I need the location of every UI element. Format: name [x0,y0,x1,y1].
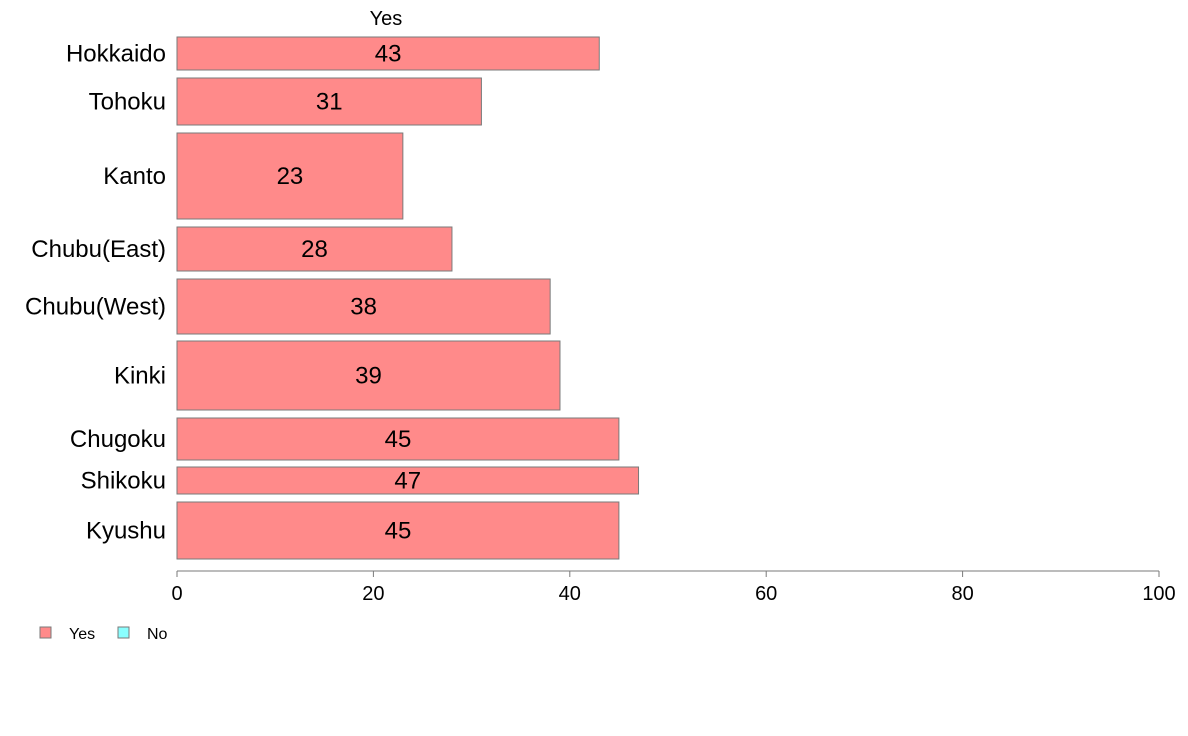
legend-label: Yes [69,626,95,643]
bar-value-label: 45 [385,426,412,453]
bar-value-label: 28 [301,236,328,263]
x-tick-label: 80 [951,583,973,605]
bar-value-label: 47 [394,468,421,495]
x-axis: 0 20 40 60 80 100 [171,570,1176,605]
legend-swatch [39,626,52,639]
bar-value-label: 39 [355,363,382,390]
bars-group [176,36,640,560]
bar-value-label: 45 [385,518,412,545]
bar [176,226,453,272]
x-tick-label: 0 [171,583,182,605]
bar-value-label: 38 [350,294,377,321]
bar [176,36,600,71]
bar-value-label: 23 [277,163,304,190]
x-tick-label: 100 [1142,583,1175,605]
x-tick-label: 40 [559,583,581,605]
category-label: Chugoku [70,426,166,453]
bar [176,501,620,560]
bar [176,466,640,495]
category-label: Chubu(West) [25,294,166,321]
category-label: Kyushu [86,518,166,545]
value-labels: 43 31 23 28 38 39 45 47 45 [277,41,422,545]
bar [176,340,561,411]
bar-value-label: 31 [316,89,343,116]
legend-label: No [147,626,168,643]
category-label: Tohoku [89,89,166,116]
bar [176,77,482,126]
chart-top-label: Yes [370,8,403,30]
x-tick-label: 60 [755,583,777,605]
bar [176,417,620,461]
bar [176,278,551,335]
category-label: Chubu(East) [31,236,166,263]
category-label: Kinki [114,363,166,390]
legend: Yes No [39,626,168,643]
bar-value-label: 43 [375,41,402,68]
x-tick-label: 20 [362,583,384,605]
category-label: Hokkaido [66,41,166,68]
category-label: Kanto [103,163,166,190]
category-label: Shikoku [81,468,166,495]
category-labels: Hokkaido Tohoku Kanto Chubu(East) Chubu(West… [25,41,166,545]
legend-swatch [117,626,130,639]
bar [176,132,404,220]
